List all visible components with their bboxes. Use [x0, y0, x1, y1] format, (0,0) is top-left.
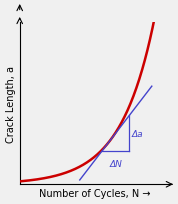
Text: Δa: Δa: [132, 129, 143, 138]
Text: ΔN: ΔN: [109, 159, 122, 168]
X-axis label: Number of Cycles, N →: Number of Cycles, N →: [39, 188, 151, 198]
Y-axis label: Crack Length, a: Crack Length, a: [6, 65, 15, 142]
